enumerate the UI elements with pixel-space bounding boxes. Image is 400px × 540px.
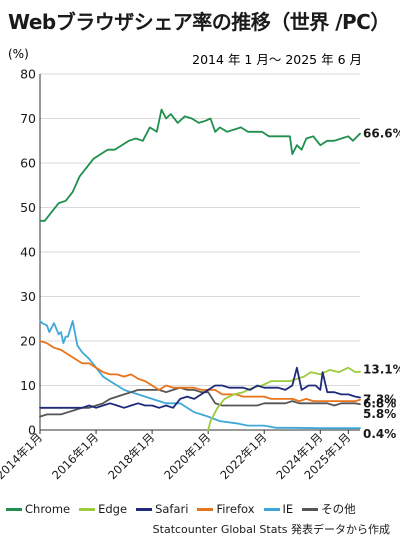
legend-swatch	[197, 507, 214, 511]
legend-label: その他	[321, 502, 356, 516]
legend-label: IE	[282, 502, 294, 516]
legend-label: Edge	[98, 502, 128, 516]
chart-subtitle: 2014 年 1 月〜 2025 年 6 月	[192, 52, 362, 67]
legend: Chrome Edge Safari Firefox IE その他	[6, 502, 365, 516]
legend-swatch	[302, 507, 319, 511]
x-tick-label: 2020年1月	[161, 430, 213, 482]
y-tick-label: 50	[20, 200, 36, 215]
y-tick-label: 0	[28, 423, 36, 438]
legend-item: IE	[263, 502, 294, 516]
legend-item: Chrome	[6, 502, 70, 516]
y-tick-label: 30	[20, 289, 36, 304]
x-axis: 2014年1月 2016年1月 2018年1月 2020年1月 2022年1月 2024年…	[0, 429, 360, 482]
y-tick-label: 80	[20, 67, 36, 82]
y-tick-label: 10	[20, 378, 36, 393]
legend-swatch	[79, 507, 96, 511]
legend-label: Chrome	[25, 502, 71, 516]
y-tick-label: 60	[20, 156, 36, 171]
series-line-edge	[207, 366, 361, 431]
legend-item: Edge	[79, 502, 127, 516]
series-lines	[39, 108, 361, 431]
legend-label: Firefox	[216, 502, 255, 516]
end-label-ie: 0.4%	[363, 427, 396, 441]
chart-title: Webブラウザシェア率の推移（世界 /PC）	[8, 10, 390, 34]
legend-item: Firefox	[197, 502, 255, 516]
legend-swatch	[136, 507, 153, 511]
x-tick-label: 2014年1月	[0, 430, 45, 482]
end-label-firefox: 6.8%	[363, 397, 396, 411]
legend-label: Safari	[155, 502, 189, 516]
legend-swatch	[6, 507, 22, 511]
series-line-firefox	[39, 340, 361, 402]
legend-swatch	[263, 507, 280, 511]
gridlines	[40, 73, 360, 386]
end-label-edge: 13.1%	[363, 363, 400, 377]
source-note: Statcounter Global Stats 発表データから作成	[152, 523, 390, 536]
series-line-safari	[39, 366, 361, 409]
y-tick-label: 40	[20, 245, 36, 260]
end-labels: 66.6% 13.1% 7.3%6.8% 0.4% 5.8%	[363, 127, 400, 442]
legend-item: Safari	[136, 502, 188, 516]
x-tick-label: 2016年1月	[49, 430, 101, 482]
series-line-ie	[39, 320, 361, 430]
y-tick-label: 20	[20, 334, 36, 349]
end-label-safari: 7.3%	[363, 393, 396, 407]
x-tick-label: 2018年1月	[105, 430, 157, 482]
end-label-chrome: 66.6%	[363, 127, 400, 141]
series-line-その他	[39, 386, 361, 418]
y-axis-unit-label: (%)	[8, 47, 29, 61]
y-tick-label: 70	[20, 111, 36, 126]
x-tick-label: 2022年1月	[217, 430, 269, 482]
series-line-chrome	[39, 108, 361, 222]
y-axis: 0 10 20 30 40 50 60 70 80	[20, 67, 41, 438]
legend-item: その他	[302, 502, 356, 516]
end-label-その他: 5.8%	[363, 407, 396, 421]
